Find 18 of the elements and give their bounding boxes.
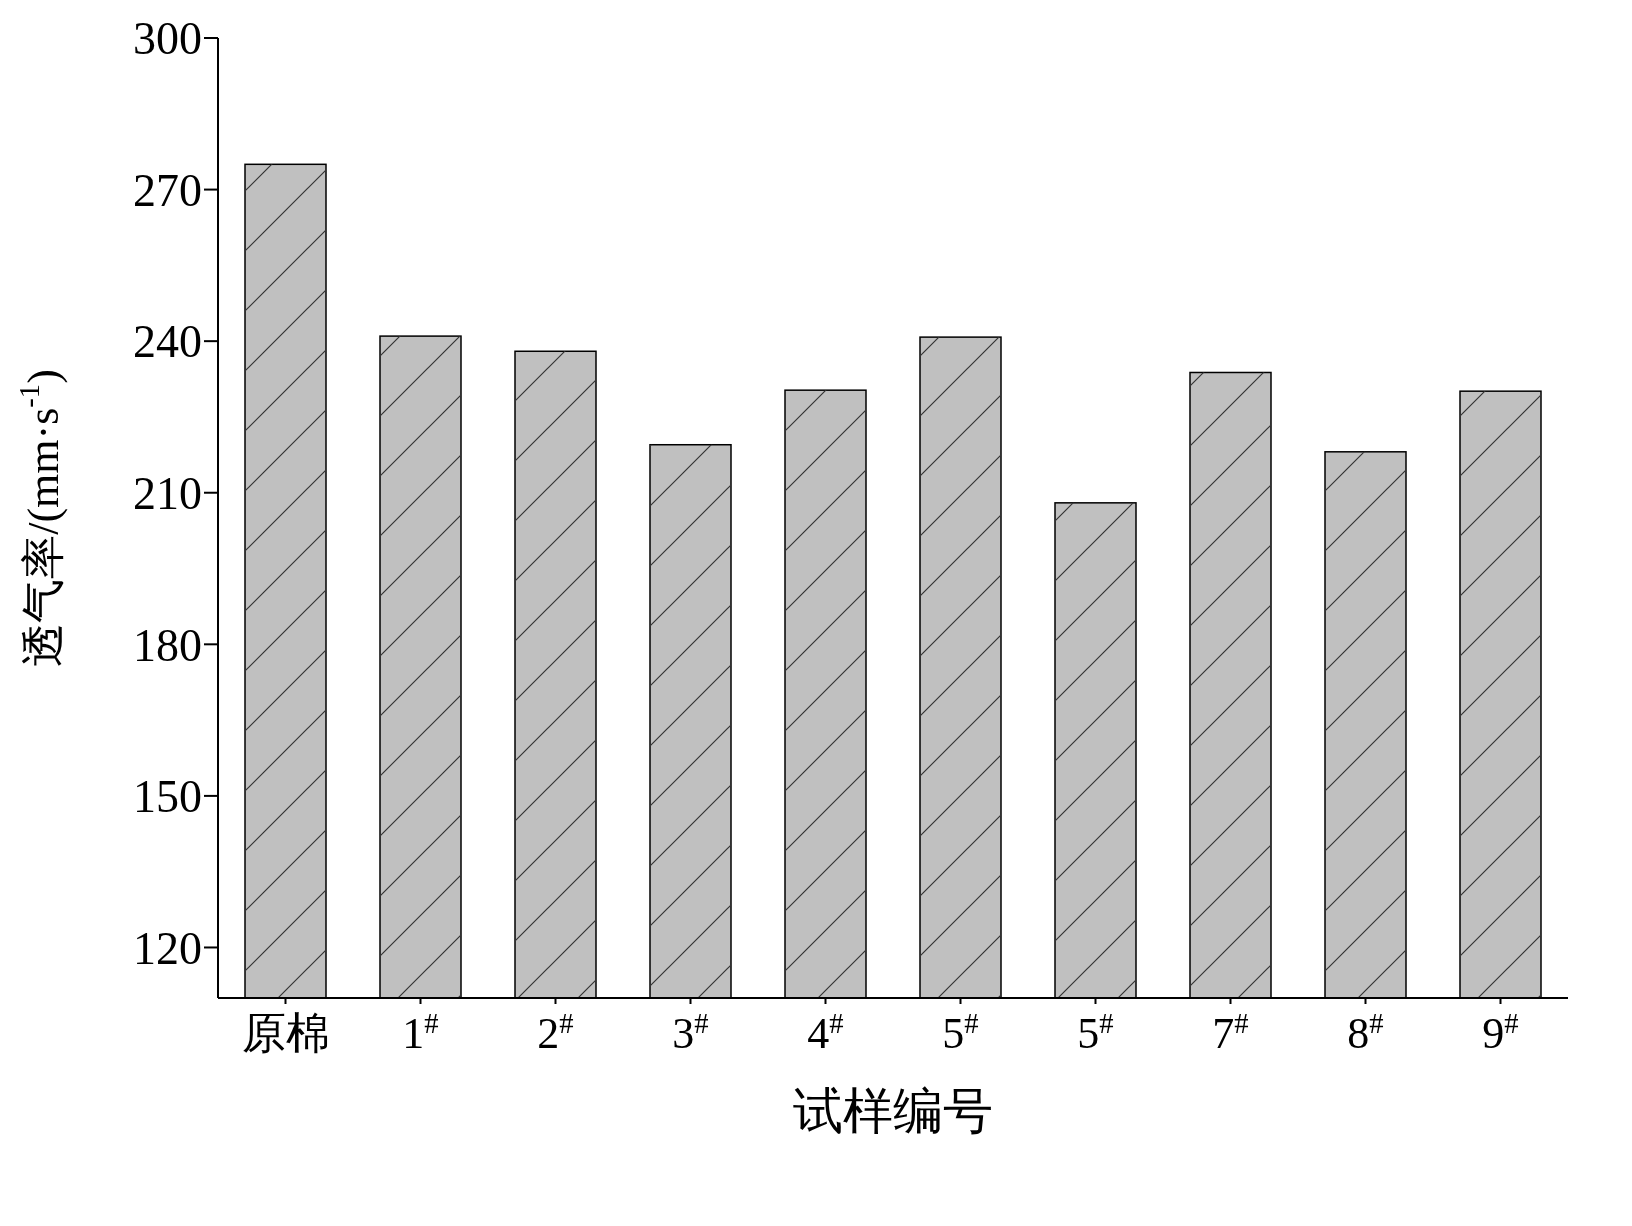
x-tick-label: 9$^{#}$ (1482, 1007, 1519, 1058)
y-tick-label: 150 (133, 771, 202, 823)
x-tick-label: 3$^{#}$ (672, 1007, 709, 1058)
y-tick-label: 180 (133, 619, 202, 671)
x-tick-label: 5$^{#}$ (1077, 1007, 1114, 1058)
y-tick-label: 240 (133, 316, 202, 368)
x-tick-label: 8$^{#}$ (1347, 1007, 1384, 1058)
x-tick-label: 2$^{#}$ (537, 1007, 574, 1058)
y-tick-label: 300 (133, 13, 202, 65)
y-tick-label: 120 (133, 922, 202, 974)
x-tick-label: 原棉 (241, 1009, 330, 1058)
y-tick-label: 210 (133, 468, 202, 520)
x-tick-label: 7$^{#}$ (1212, 1007, 1249, 1058)
y-tick-label: 270 (133, 164, 202, 216)
x-tick-label: 4$^{#}$ (807, 1007, 844, 1058)
x-axis-title: 试样编号 (793, 1083, 993, 1139)
x-tick-label: 1$^{#}$ (402, 1007, 439, 1058)
x-tick-label: 5$^{#}$ (942, 1007, 979, 1058)
